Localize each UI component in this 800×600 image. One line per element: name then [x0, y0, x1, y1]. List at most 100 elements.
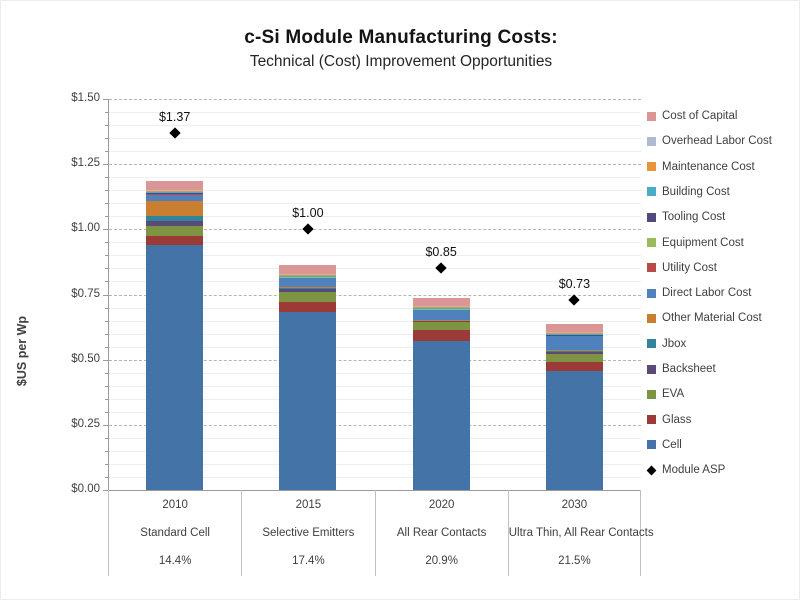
bar-segment-utility-cost [412, 309, 470, 310]
gridline-minor [109, 268, 641, 270]
bar-segment-cell [412, 341, 470, 490]
legend-label: Cell [662, 438, 682, 451]
gridline-minor [109, 190, 641, 192]
y-major-tick [103, 229, 108, 231]
legend-label: Overhead Labor Cost [662, 135, 772, 148]
bar-segment-eva [146, 225, 204, 236]
y-major-tick [103, 359, 108, 361]
y-minor-tick [105, 151, 108, 153]
y-minor-tick [105, 177, 108, 179]
bar-segment-tooling-cost [146, 192, 204, 194]
y-tick-label: $0.00 [71, 483, 100, 495]
legend-item-other-material-cost: Other Material Cost [647, 311, 762, 325]
gridline-major [109, 424, 641, 426]
x-category-technology: Selective Emitters [262, 527, 355, 539]
legend-item-overhead-labor-cost: Overhead Labor Cost [647, 134, 772, 148]
gridline-minor [109, 372, 641, 374]
legend-swatch-icon [647, 263, 656, 273]
legend-swatch-icon [647, 389, 656, 399]
y-minor-tick [105, 346, 108, 348]
bar-segment-building-cost [412, 307, 470, 309]
module-asp-marker [435, 262, 447, 275]
legend-swatch-icon [647, 288, 656, 298]
legend-swatch-icon [647, 415, 656, 425]
y-minor-tick [105, 190, 108, 192]
legend-item-backsheet: Backsheet [647, 362, 716, 376]
y-tick-label: $1.00 [71, 222, 100, 235]
y-minor-tick [105, 437, 108, 439]
module-asp-value-label: $1.37 [158, 109, 191, 124]
legend-swatch-icon [647, 238, 656, 247]
bar-segment-other-material-cost [279, 286, 337, 288]
bar-segment-glass [545, 361, 603, 371]
module-asp-value-label: $0.85 [425, 245, 457, 260]
y-tick-label: $1.25 [71, 157, 100, 170]
legend-item-direct-labor-cost: Direct Labor Cost [647, 286, 751, 300]
x-category-year: 2015 [295, 499, 322, 511]
bar-segment-direct-labor-cost [146, 194, 204, 202]
gridline-major [109, 229, 641, 231]
gridline-minor [109, 138, 641, 140]
y-minor-tick [105, 450, 108, 452]
legend-swatch-icon [647, 440, 656, 450]
gridline-minor [109, 177, 641, 179]
bar-segment-overhead-labor-cost [146, 190, 204, 192]
legend-swatch-icon [647, 313, 656, 323]
gridline-minor [109, 346, 641, 348]
chart-subtitle: Technical (Cost) Improvement Opportuniti… [249, 53, 553, 70]
legend-label: Other Material Cost [662, 312, 762, 325]
bar-segment-equipment-cost [412, 308, 470, 310]
x-category-cell: 2030 Ultra Thin, All Rear Contacts 21.5% [507, 490, 654, 576]
gridline-minor [109, 385, 641, 387]
legend-label: Backsheet [662, 363, 716, 375]
y-minor-tick [105, 476, 108, 478]
legend-item-cost-of-capital: Cost of Capital [647, 109, 737, 123]
y-major-tick [103, 294, 108, 296]
gridline-major [109, 359, 641, 361]
y-minor-tick [105, 268, 108, 270]
y-minor-tick [105, 411, 108, 413]
gridline-major [109, 99, 641, 100]
y-minor-tick [105, 333, 108, 335]
bar-segment-jbox [412, 320, 470, 322]
x-category-year: 2030 [561, 499, 588, 511]
bar-segment-direct-labor-cost [279, 277, 337, 287]
gridline-minor [109, 463, 641, 465]
bar-segment-glass [412, 330, 470, 342]
y-minor-tick [105, 372, 108, 374]
bar-segment-cost-of-capital [545, 323, 603, 332]
bar-segment-backsheet [279, 289, 337, 293]
bar-segment-building-cost [545, 333, 603, 335]
gridline-minor [109, 476, 641, 478]
legend-label: Tooling Cost [662, 211, 726, 224]
legend-item-maintenance-cost: Maintenance Cost [647, 160, 755, 174]
legend-item-glass: Glass [647, 413, 691, 427]
bar-segment-maintenance-cost [279, 274, 337, 276]
gridline-major [109, 294, 641, 296]
legend-item-module-asp: Module ASP [646, 463, 726, 477]
y-axis-line [108, 99, 109, 491]
bar-segment-jbox [545, 350, 603, 352]
x-category-efficiency: 21.5% [558, 555, 591, 567]
gridline-minor [109, 398, 641, 400]
y-minor-tick [105, 125, 108, 127]
y-major-tick [103, 490, 108, 491]
y-minor-tick [105, 216, 108, 218]
gridline-minor [109, 151, 641, 153]
legend-swatch-icon [647, 364, 656, 374]
y-minor-tick [105, 320, 108, 322]
bar-segment-backsheet [545, 351, 603, 354]
gridline-minor [109, 255, 641, 257]
bar-segment-cell [146, 245, 204, 490]
y-minor-tick [105, 463, 108, 465]
legend-label: Module ASP [662, 464, 726, 477]
x-category-efficiency: 17.4% [292, 555, 325, 567]
bar-segment-overhead-labor-cost [545, 331, 603, 334]
legend-diamond-icon [646, 465, 657, 476]
y-minor-tick [105, 242, 108, 244]
bar-segment-utility-cost [279, 277, 337, 278]
legend-swatch-icon [647, 187, 656, 197]
legend-item-equipment-cost: Equipment Cost [647, 236, 744, 250]
y-major-tick [103, 99, 108, 100]
bar-segment-backsheet [412, 321, 470, 323]
